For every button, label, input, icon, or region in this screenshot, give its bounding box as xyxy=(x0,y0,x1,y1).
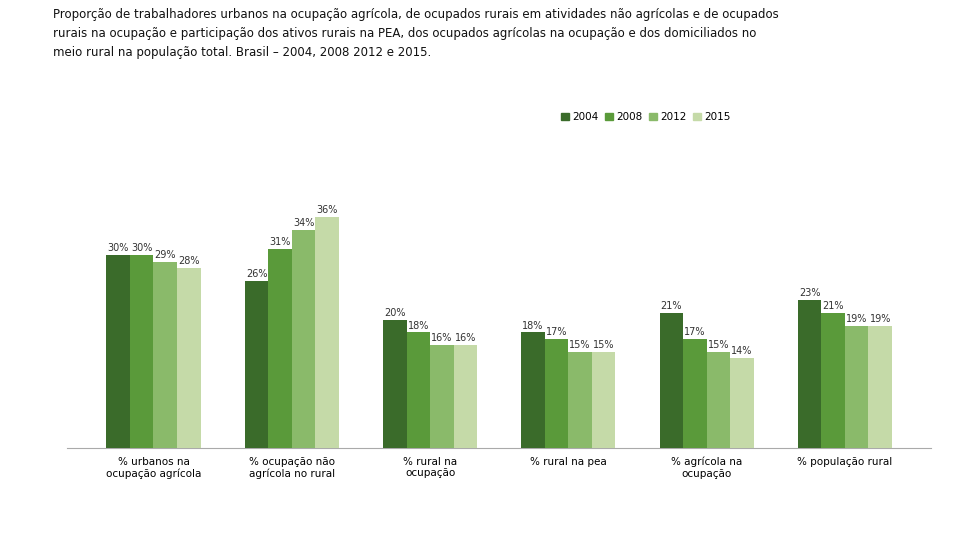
Bar xyxy=(845,326,869,448)
Text: 18%: 18% xyxy=(522,321,543,330)
Text: 16%: 16% xyxy=(455,333,476,343)
Bar xyxy=(406,333,430,448)
Bar xyxy=(592,352,615,448)
Text: 30%: 30% xyxy=(108,244,129,253)
Legend: 2004, 2008, 2012, 2015: 2004, 2008, 2012, 2015 xyxy=(557,108,735,126)
Text: 36%: 36% xyxy=(317,205,338,215)
Text: 16%: 16% xyxy=(431,333,452,343)
Text: 34%: 34% xyxy=(293,218,314,228)
Text: 15%: 15% xyxy=(593,340,614,350)
Text: 20%: 20% xyxy=(384,308,405,318)
Text: 28%: 28% xyxy=(178,256,200,266)
Bar xyxy=(107,255,130,448)
Bar xyxy=(154,262,177,448)
Bar xyxy=(545,339,568,448)
Bar xyxy=(383,320,406,448)
Text: Proporção de trabalhadores urbanos na ocupação agrícola, de ocupados rurais em a: Proporção de trabalhadores urbanos na oc… xyxy=(53,8,779,59)
Bar xyxy=(453,346,477,448)
Text: 15%: 15% xyxy=(708,340,730,350)
Bar xyxy=(268,249,292,448)
Bar xyxy=(430,346,453,448)
Text: 23%: 23% xyxy=(799,288,821,299)
Bar xyxy=(684,339,707,448)
Text: 19%: 19% xyxy=(846,314,867,324)
Text: 30%: 30% xyxy=(132,244,153,253)
Bar xyxy=(245,281,268,448)
Text: 29%: 29% xyxy=(155,250,176,260)
Text: 18%: 18% xyxy=(408,321,429,330)
Bar xyxy=(568,352,592,448)
Bar xyxy=(315,217,339,448)
Text: 14%: 14% xyxy=(732,346,753,356)
Text: 21%: 21% xyxy=(660,301,683,311)
Text: 19%: 19% xyxy=(870,314,891,324)
Bar xyxy=(660,313,684,448)
Bar xyxy=(822,313,845,448)
Bar xyxy=(130,255,154,448)
Bar xyxy=(707,352,731,448)
Bar xyxy=(177,268,201,448)
Text: 17%: 17% xyxy=(546,327,567,337)
Bar xyxy=(869,326,892,448)
Text: 15%: 15% xyxy=(569,340,590,350)
Text: 21%: 21% xyxy=(823,301,844,311)
Bar xyxy=(731,358,754,448)
Bar xyxy=(292,230,315,448)
Bar xyxy=(798,300,822,448)
Text: 31%: 31% xyxy=(270,237,291,247)
Bar xyxy=(521,333,545,448)
Text: 17%: 17% xyxy=(684,327,706,337)
Text: 26%: 26% xyxy=(246,269,267,279)
